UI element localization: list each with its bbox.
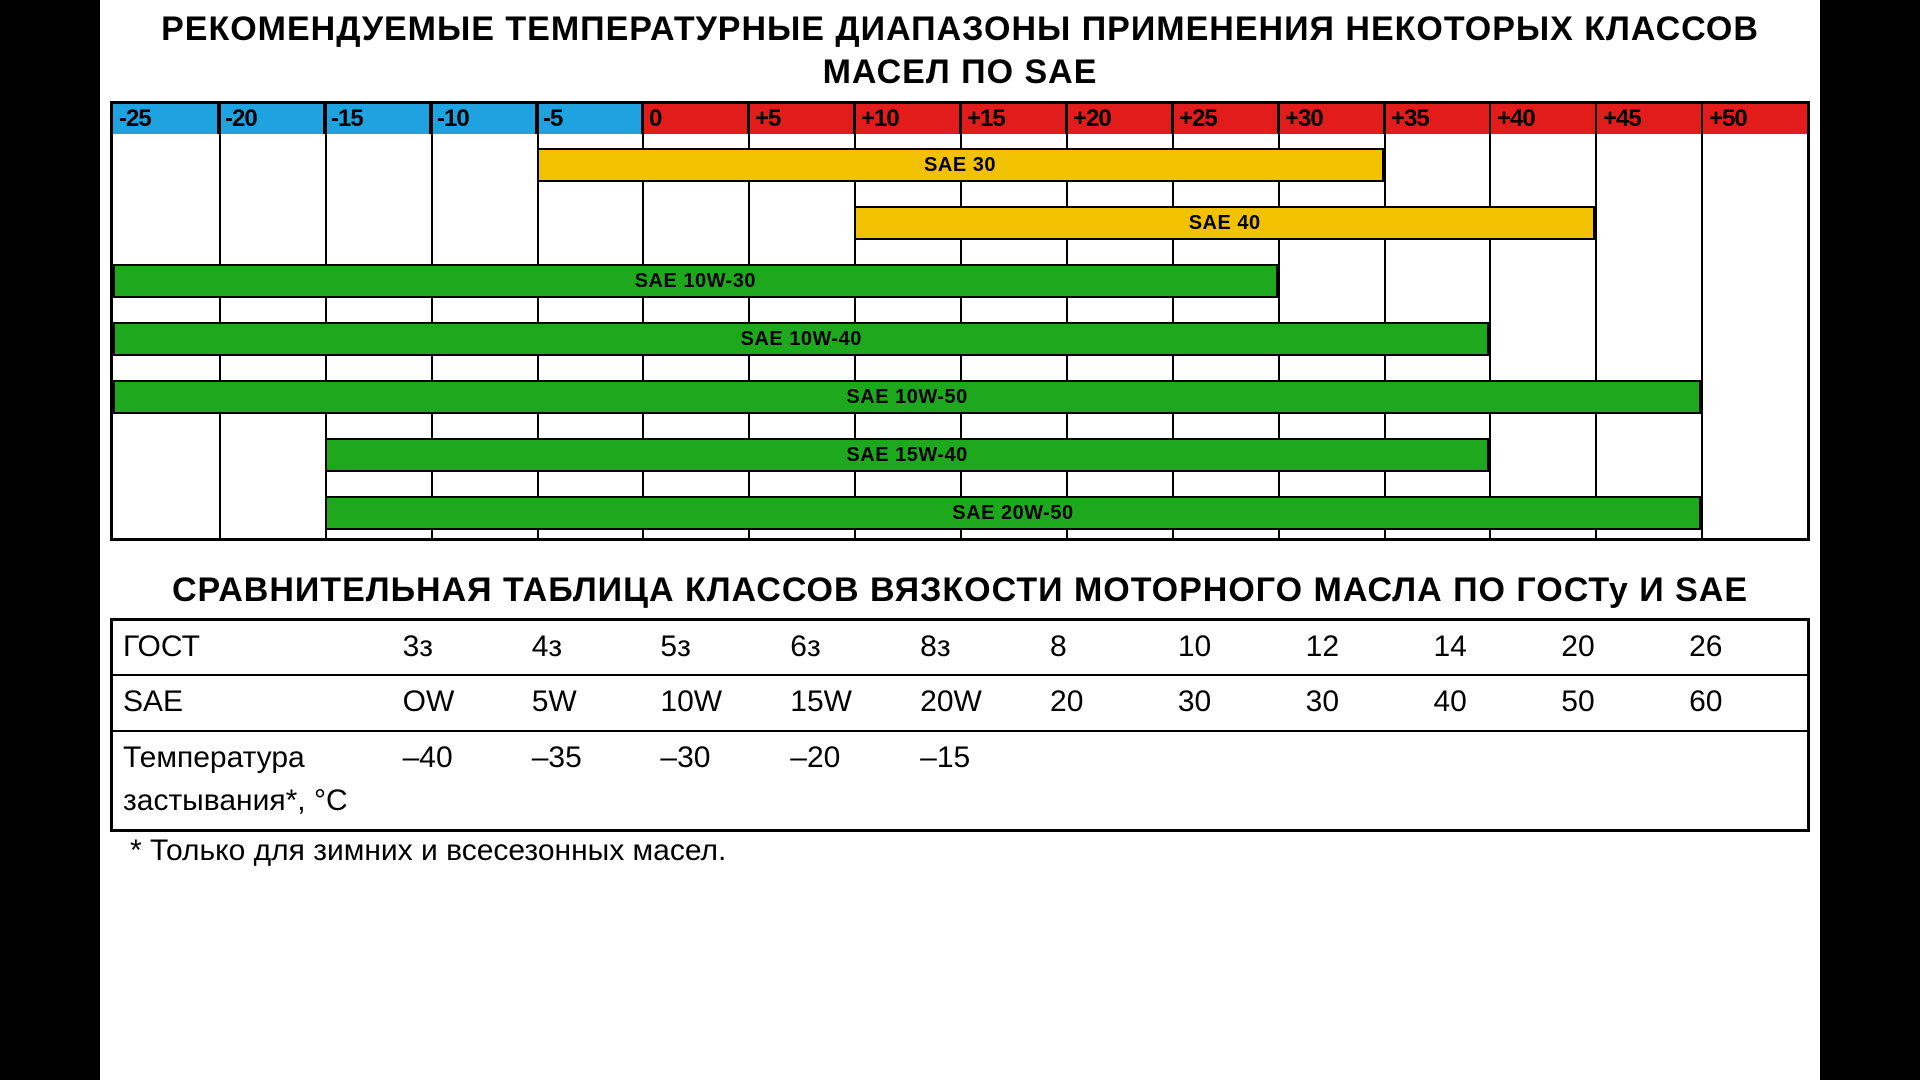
table-cell: –15	[910, 731, 1040, 831]
scale-tick: +35	[1385, 104, 1491, 134]
scale-tick: -25	[113, 104, 219, 134]
table-cell: 8з	[910, 619, 1040, 675]
scale-tick: +25	[1173, 104, 1279, 134]
row-header: Температуразастывания*, °С	[112, 731, 393, 831]
table-cell: 30	[1168, 675, 1296, 731]
scale-tick: -5	[537, 104, 643, 134]
table-cell: 12	[1296, 619, 1424, 675]
scale-tick: +50	[1703, 104, 1807, 134]
bar-label: SAE 40	[1189, 212, 1261, 235]
table-cell: 40	[1423, 675, 1551, 731]
scale-tick: 0	[643, 104, 749, 134]
scale-tick: -20	[219, 104, 325, 134]
scale-tick: +20	[1067, 104, 1173, 134]
table-cell: –35	[522, 731, 651, 831]
viscosity-table: ГОСТ3з4з5з6з8з81012142026SAEOW5W10W15W20…	[110, 618, 1810, 832]
scale-tick: -10	[431, 104, 537, 134]
temperature-chart: -25-20-15-10-50+5+10+15+20+25+30+35+40+4…	[110, 101, 1810, 541]
table-row: SAEOW5W10W15W20W203030405060	[112, 675, 1809, 731]
oil-range-bar: SAE 40	[854, 206, 1595, 240]
bar-label: SAE 10W-40	[741, 328, 862, 351]
table-cell: 30	[1296, 675, 1424, 731]
oil-range-bar: SAE 10W-30	[113, 264, 1278, 298]
scale-tick: +15	[961, 104, 1067, 134]
table-row: Температуразастывания*, °С–40–35–30–20–1…	[112, 731, 1809, 831]
table-cell: 3з	[393, 619, 522, 675]
footnote: * Только для зимних и всесезонных масел.	[100, 832, 1820, 868]
table-cell: 60	[1679, 675, 1808, 731]
bar-label: SAE 30	[924, 154, 996, 177]
table-cell: 6з	[780, 619, 910, 675]
table-cell	[1168, 731, 1296, 831]
table-cell: 15W	[780, 675, 910, 731]
bar-label: SAE 20W-50	[952, 502, 1073, 525]
table-title: СРАВНИТЕЛЬНАЯ ТАБЛИЦА КЛАССОВ ВЯЗКОСТИ М…	[100, 541, 1820, 618]
oil-range-bar: SAE 10W-50	[113, 380, 1701, 414]
table-cell	[1679, 731, 1808, 831]
table-cell: 20	[1040, 675, 1168, 731]
table-cell: 20W	[910, 675, 1040, 731]
bar-label: SAE 10W-50	[846, 386, 967, 409]
page: РЕКОМЕНДУЕМЫЕ ТЕМПЕРАТУРНЫЕ ДИАПАЗОНЫ ПР…	[100, 0, 1820, 1080]
row-header: SAE	[112, 675, 393, 731]
table-cell: 8	[1040, 619, 1168, 675]
bar-label: SAE 15W-40	[846, 444, 967, 467]
table-cell: –40	[393, 731, 522, 831]
table-cell: 26	[1679, 619, 1808, 675]
scale-tick: -15	[325, 104, 431, 134]
oil-range-bar: SAE 10W-40	[113, 322, 1489, 356]
scale-tick: +45	[1597, 104, 1703, 134]
oil-range-bar: SAE 30	[537, 148, 1384, 182]
table-cell	[1296, 731, 1424, 831]
table-cell: 10	[1168, 619, 1296, 675]
oil-range-bar: SAE 15W-40	[325, 438, 1490, 472]
table-cell: 20	[1551, 619, 1679, 675]
scale-tick: +40	[1491, 104, 1597, 134]
table-cell	[1551, 731, 1679, 831]
table-cell: OW	[393, 675, 522, 731]
table-cell: 14	[1423, 619, 1551, 675]
chart-title: РЕКОМЕНДУЕМЫЕ ТЕМПЕРАТУРНЫЕ ДИАПАЗОНЫ ПР…	[100, 0, 1820, 97]
table-row: ГОСТ3з4з5з6з8з81012142026	[112, 619, 1809, 675]
table-cell: 10W	[650, 675, 780, 731]
scale-tick: +30	[1279, 104, 1385, 134]
table-cell	[1040, 731, 1168, 831]
bar-label: SAE 10W-30	[635, 270, 756, 293]
scale-tick: +10	[855, 104, 961, 134]
table-cell: 4з	[522, 619, 651, 675]
table-cell: –20	[780, 731, 910, 831]
chart-rows: SAE 30 SAE 40 SAE 10W-30 SAE 10W-40 SAE 10W-…	[113, 134, 1807, 538]
table-cell: 50	[1551, 675, 1679, 731]
table-cell: 5W	[522, 675, 651, 731]
table-cell: 5з	[650, 619, 780, 675]
table-cell	[1423, 731, 1551, 831]
row-header: ГОСТ	[112, 619, 393, 675]
table-cell: –30	[650, 731, 780, 831]
oil-range-bar: SAE 20W-50	[325, 496, 1701, 530]
scale-tick: +5	[749, 104, 855, 134]
